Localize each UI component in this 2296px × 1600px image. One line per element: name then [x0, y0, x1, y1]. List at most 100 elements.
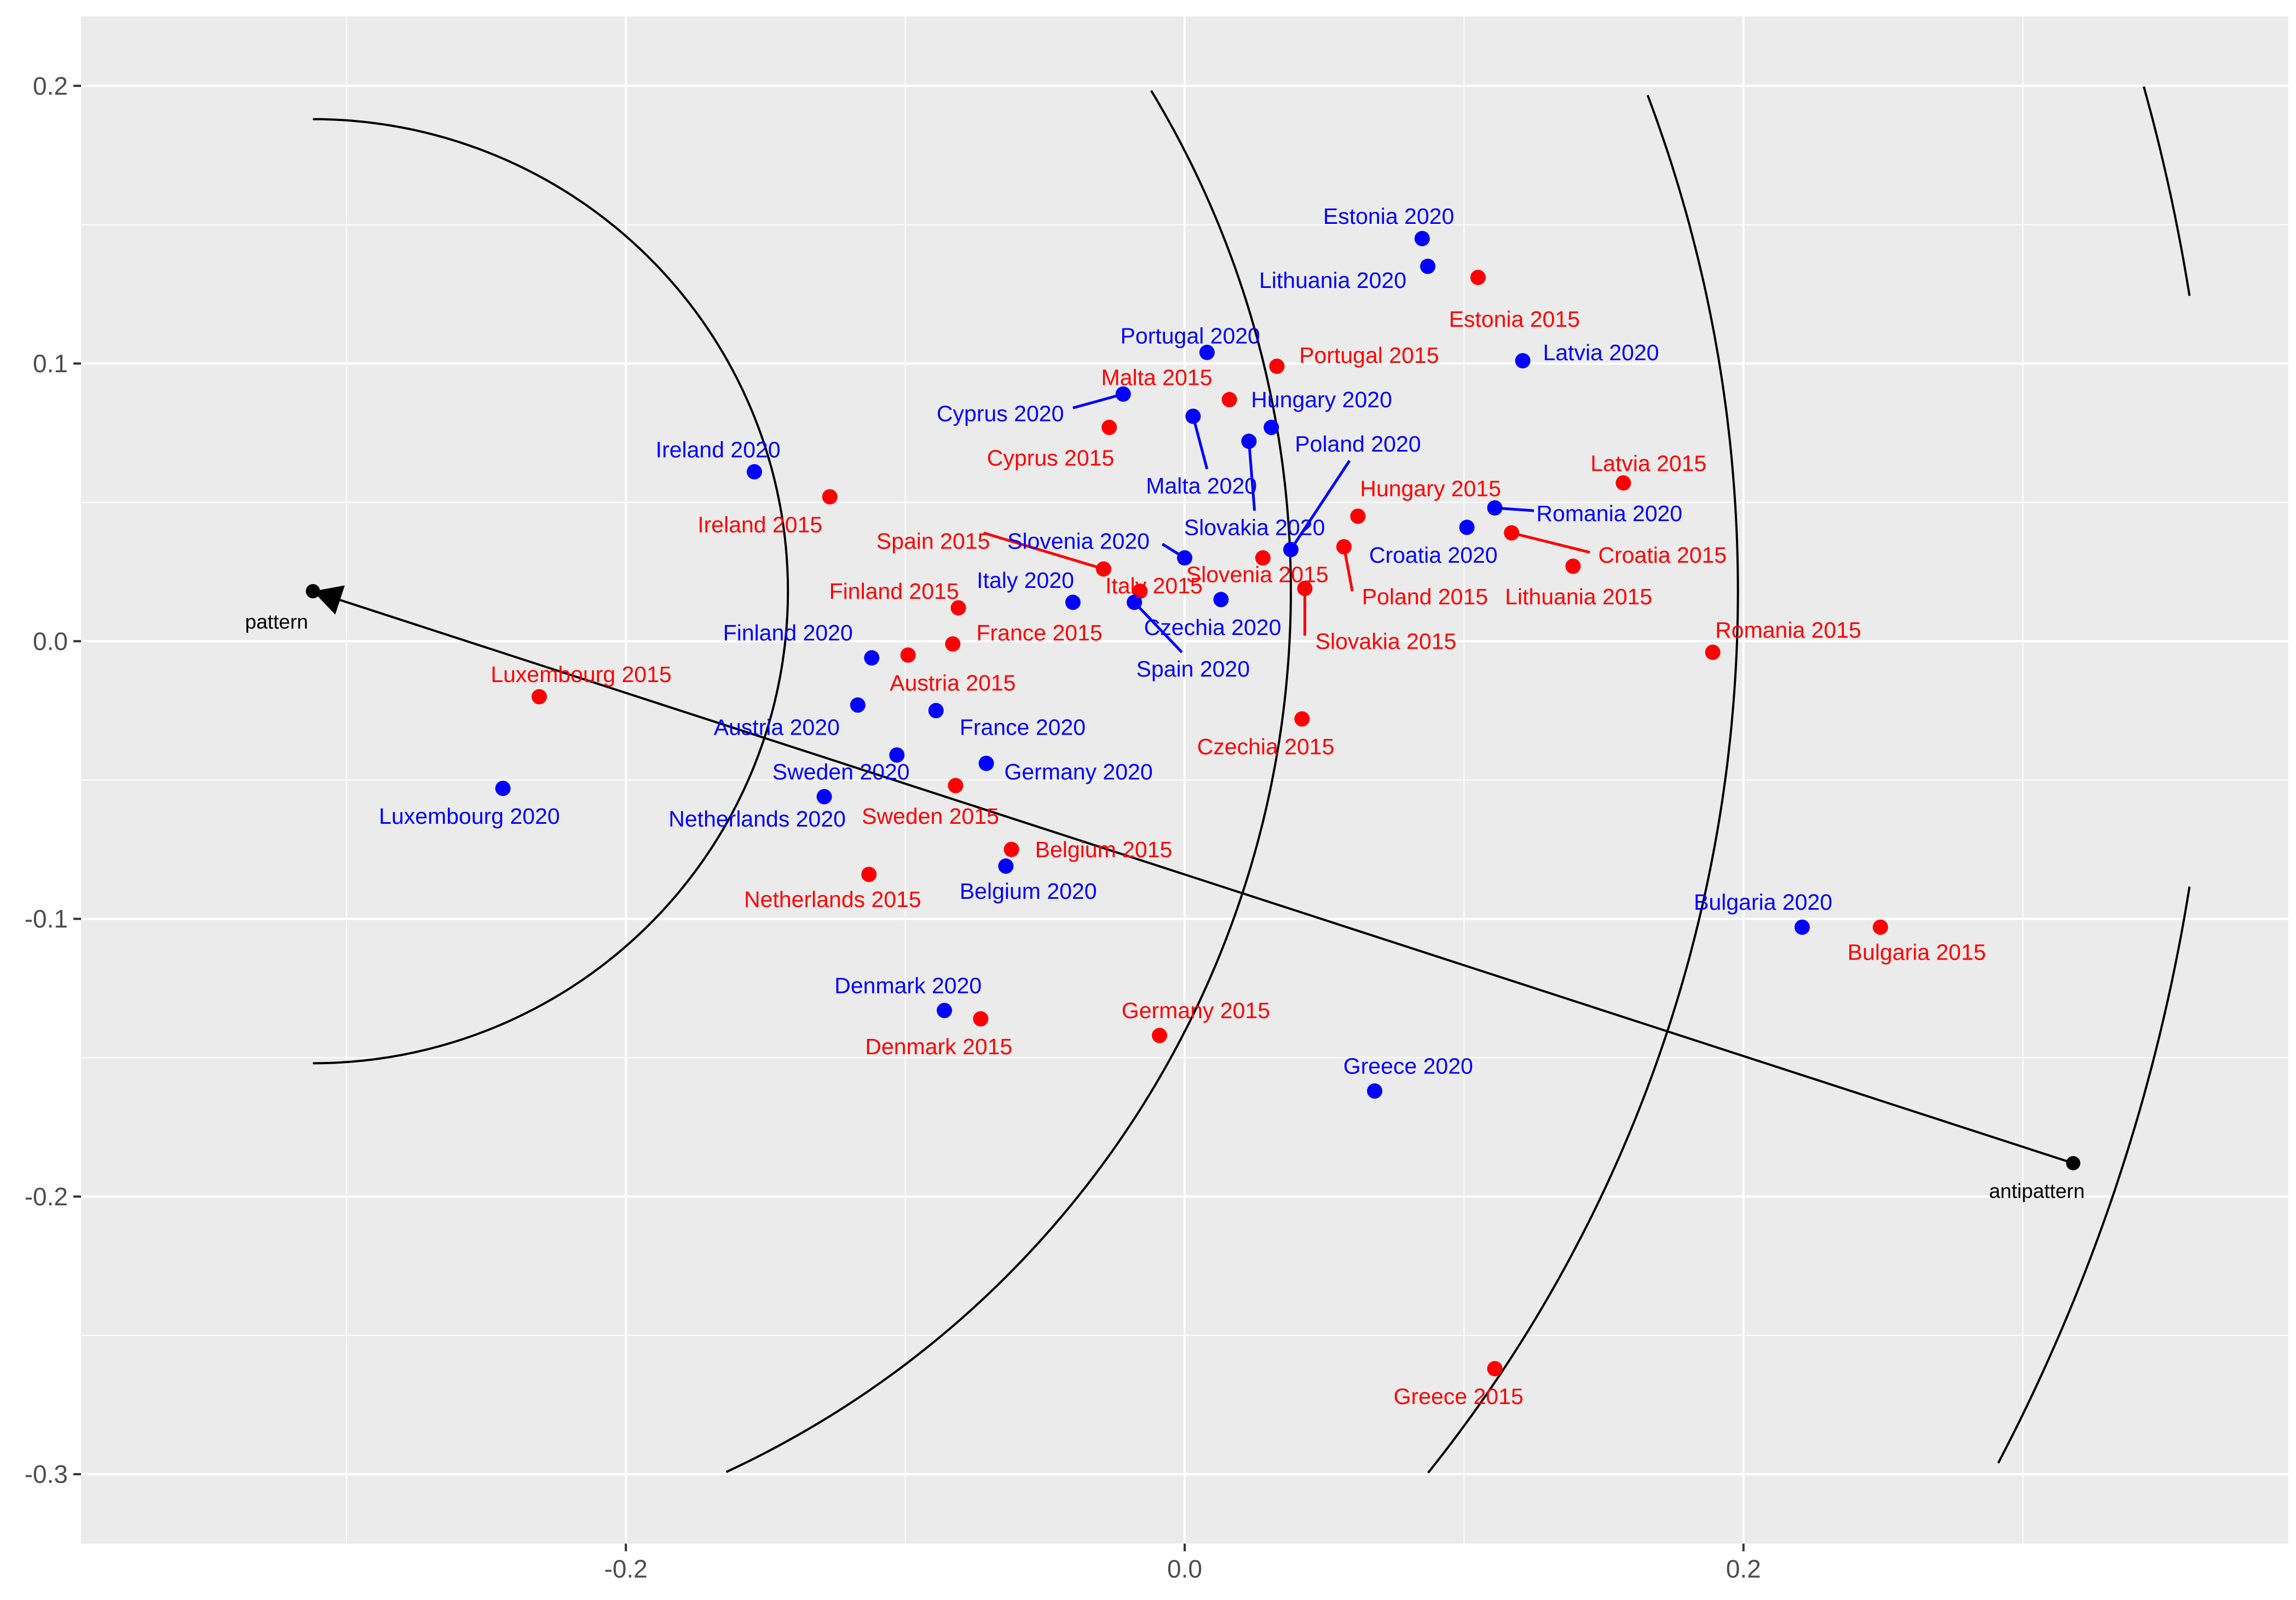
point-greece-2020	[1367, 1083, 1383, 1099]
y-tick-label: 0.1	[33, 349, 68, 378]
point-lithuania-2020	[1420, 258, 1436, 274]
pattern-arrow	[313, 585, 2074, 1164]
point-germany-2020	[978, 755, 994, 771]
point-label-sweden-2015: Sweden 2015	[862, 804, 999, 829]
point-label-latvia-2020: Latvia 2020	[1543, 340, 1659, 365]
point-label-czechia-2015: Czechia 2015	[1197, 734, 1335, 759]
point-france-2020	[928, 703, 944, 719]
point-ireland-2020	[747, 464, 763, 480]
point-label-denmark-2020: Denmark 2020	[834, 973, 982, 998]
point-label-spain-2020: Spain 2020	[1137, 656, 1250, 681]
point-label-italy-2015: Italy 2015	[1105, 573, 1203, 598]
point-label-malta-2020: Malta 2020	[1146, 473, 1257, 498]
point-label-hungary-2015: Hungary 2015	[1360, 476, 1501, 501]
point-italy-2020	[1065, 594, 1081, 610]
point-label-spain-2015: Spain 2015	[876, 529, 990, 554]
point-belgium-2020	[998, 858, 1014, 874]
point-label-croatia-2015: Croatia 2015	[1598, 542, 1727, 568]
y-tick-label: -0.1	[25, 905, 68, 933]
point-label-france-2020: France 2020	[960, 715, 1086, 740]
point-label-poland-2015: Poland 2015	[1362, 584, 1488, 609]
point-belgium-2015	[1003, 841, 1019, 857]
point-romania-2020	[1487, 500, 1503, 516]
point-label-ireland-2015: Ireland 2015	[697, 512, 822, 537]
data-point-labels: Estonia 2015 Portugal 2015 Malta 2015 Cypru…	[379, 204, 1986, 1409]
x-tick-label: 0.2	[1726, 1555, 1761, 1583]
point-label-slovenia-2020: Slovenia 2020	[1007, 529, 1150, 554]
point-slovenia-2015	[1255, 550, 1271, 566]
point-netherlands-2020	[816, 789, 832, 805]
point-label-denmark-2015: Denmark 2015	[865, 1034, 1012, 1059]
point-label-latvia-2015: Latvia 2015	[1590, 451, 1706, 476]
leader-line-cyprus-2020	[1072, 392, 1124, 409]
x-tick-label: 0.0	[1167, 1555, 1202, 1583]
point-label-austria-2015: Austria 2015	[890, 670, 1016, 695]
point-label-czechia-2020: Czechia 2020	[1144, 615, 1282, 640]
anchor-label-pattern: pattern	[245, 610, 308, 633]
point-label-romania-2020: Romania 2020	[1536, 501, 1682, 526]
point-label-austria-2020: Austria 2020	[714, 715, 840, 740]
point-netherlands-2015	[861, 867, 877, 882]
point-hungary-2015	[1350, 509, 1366, 524]
leader-line-slovakia-2020	[1247, 441, 1256, 511]
point-luxembourg-2020	[495, 781, 511, 796]
point-label-slovakia-2015: Slovakia 2015	[1316, 628, 1457, 654]
point-lithuania-2015	[1565, 558, 1581, 574]
point-latvia-2020	[1515, 353, 1531, 369]
point-cyprus-2015	[1101, 419, 1117, 435]
point-label-germany-2020: Germany 2020	[1004, 759, 1152, 784]
point-bulgaria-2015	[1872, 919, 1888, 935]
leader-line-malta-2020	[1191, 415, 1209, 470]
point-label-cyprus-2020: Cyprus 2020	[937, 401, 1064, 426]
point-croatia-2015	[1504, 525, 1520, 541]
y-tick-label: -0.2	[25, 1182, 68, 1211]
anchor-label-antipattern: antipattern	[1989, 1180, 2085, 1202]
point-malta-2015	[1221, 392, 1237, 408]
point-malta-2020	[1185, 408, 1201, 424]
point-label-bulgaria-2020: Bulgaria 2020	[1694, 889, 1832, 915]
point-croatia-2020	[1459, 519, 1475, 535]
point-label-italy-2020: Italy 2020	[977, 568, 1074, 593]
point-label-slovenia-2015: Slovenia 2015	[1186, 562, 1329, 587]
point-label-netherlands-2020: Netherlands 2020	[668, 806, 846, 831]
contour-circle-3	[1427, 95, 1739, 1474]
point-label-luxembourg-2015: Luxembourg 2015	[491, 662, 672, 687]
point-label-germany-2015: Germany 2015	[1122, 998, 1270, 1023]
point-finland-2020	[864, 650, 880, 666]
anchor-point-pattern	[305, 584, 320, 599]
leader-line-spain-2020	[1133, 601, 1183, 654]
point-label-romania-2015: Romania 2015	[1715, 617, 1861, 643]
point-sweden-2015	[948, 778, 964, 794]
point-label-greece-2020: Greece 2020	[1343, 1053, 1473, 1078]
anchor-points: pattern antipattern	[245, 584, 2085, 1202]
point-label-portugal-2015: Portugal 2015	[1299, 343, 1439, 368]
point-cyprus-2020	[1115, 386, 1131, 402]
point-spain-2020	[1127, 594, 1143, 610]
leader-line-spain-2015	[983, 532, 1104, 570]
point-portugal-2020	[1199, 344, 1215, 360]
point-slovakia-2015	[1297, 580, 1313, 596]
point-portugal-2015	[1269, 359, 1285, 374]
anchor-point-antipattern	[2066, 1156, 2081, 1171]
point-label-malta-2015: Malta 2015	[1101, 365, 1213, 390]
leader-line-poland-2020	[1289, 460, 1351, 551]
point-finland-2015	[950, 600, 966, 616]
point-label-cyprus-2015: Cyprus 2015	[987, 446, 1114, 471]
point-label-lithuania-2020: Lithuania 2020	[1259, 268, 1406, 293]
point-label-estonia-2020: Estonia 2020	[1323, 204, 1454, 229]
contour-circle-1	[313, 118, 789, 1065]
arrow-head	[313, 585, 345, 615]
point-label-luxembourg-2020: Luxembourg 2020	[379, 804, 560, 829]
point-label-poland-2020: Poland 2020	[1295, 431, 1421, 457]
point-austria-2015	[900, 647, 916, 663]
point-denmark-2015	[973, 1011, 989, 1027]
point-label-sweden-2020: Sweden 2020	[772, 759, 910, 784]
point-label-hungary-2020: Hungary 2020	[1251, 387, 1392, 412]
point-austria-2020	[850, 697, 866, 713]
point-label-belgium-2020: Belgium 2020	[960, 879, 1097, 904]
point-czechia-2015	[1294, 711, 1310, 727]
contour-circle-4	[1997, 86, 2191, 1464]
point-label-croatia-2020: Croatia 2020	[1369, 542, 1498, 568]
y-tick-label: 0.0	[33, 627, 68, 655]
point-label-finland-2020: Finland 2020	[723, 620, 853, 645]
